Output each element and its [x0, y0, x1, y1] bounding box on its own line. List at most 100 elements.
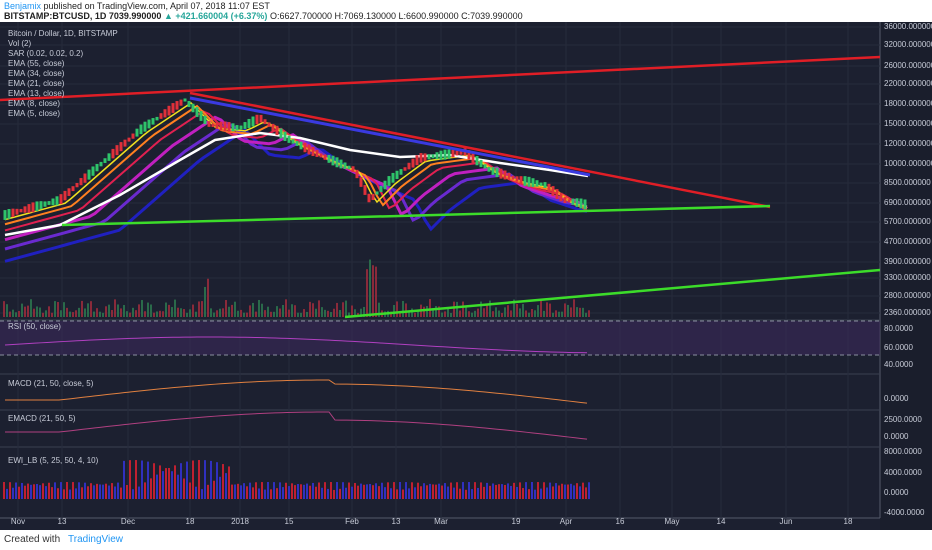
candle — [3, 210, 7, 220]
candle — [215, 122, 219, 129]
volume-bar — [3, 301, 5, 317]
candle — [555, 189, 559, 199]
volume-bar — [66, 307, 68, 317]
ewi-bar — [222, 464, 224, 499]
ewi-bar — [552, 486, 554, 499]
volume-bar — [177, 307, 179, 317]
ewi-bar — [381, 482, 383, 499]
ewi-bar — [246, 486, 248, 499]
volume-bar — [333, 308, 335, 317]
candle — [395, 170, 399, 179]
ewi-bar — [18, 486, 20, 499]
candle — [63, 190, 67, 201]
volume-bar — [114, 299, 116, 317]
candle — [475, 156, 479, 166]
volume-bar — [258, 299, 260, 317]
volume-bar — [42, 312, 44, 317]
pane-title: RSI (50, close) — [8, 322, 61, 331]
candle — [199, 111, 203, 121]
volume-bar — [99, 311, 101, 317]
volume-bar — [15, 312, 17, 317]
volume-bar — [162, 311, 164, 317]
ema-line — [4, 110, 588, 232]
ewi-bar — [6, 488, 8, 499]
ewi-bar — [543, 482, 545, 499]
ewi-bar — [99, 484, 101, 499]
ewi-bar — [231, 484, 233, 499]
volume-bar — [132, 307, 134, 317]
legend-item: Vol (2) — [8, 39, 31, 48]
ewi-bar — [417, 482, 419, 499]
volume-bar — [189, 309, 191, 317]
pane-axis-label: 60.0000 — [884, 343, 913, 352]
candle — [527, 176, 531, 187]
volume-bar — [582, 307, 584, 317]
price-label: 6900.000000 — [884, 198, 931, 207]
ewi-bar — [510, 485, 512, 499]
ewi-bar — [105, 483, 107, 499]
volume-bar — [348, 312, 350, 317]
ewi-bar — [558, 485, 560, 499]
ewi-bar — [129, 460, 131, 499]
author[interactable]: Benjamix — [4, 1, 42, 11]
price-label: 15000.000000 — [884, 119, 932, 128]
volume-bar — [108, 304, 110, 317]
volume-bar — [282, 305, 284, 317]
ewi-bar — [420, 486, 422, 499]
ewi-bar — [399, 482, 401, 499]
volume-bar — [492, 311, 494, 317]
volume-bar — [552, 312, 554, 317]
candle — [323, 154, 327, 160]
volume-bar — [417, 311, 419, 317]
ewi-bar — [240, 485, 242, 499]
volume-bar — [204, 286, 206, 317]
volume-bar — [519, 308, 521, 317]
ewi-bar — [531, 482, 533, 499]
candle — [531, 178, 535, 187]
volume-bar — [183, 309, 185, 317]
candle — [75, 182, 79, 188]
ewi-bar — [315, 486, 317, 499]
candle — [287, 135, 291, 143]
volume-bar — [255, 311, 257, 317]
candle — [391, 172, 395, 183]
candle — [119, 142, 123, 152]
ewi-bar — [411, 482, 413, 499]
ewi-bar — [126, 484, 128, 499]
ewi-bar — [555, 483, 557, 499]
ewi-bar — [333, 489, 335, 499]
price-label: 4700.000000 — [884, 237, 931, 246]
volume-bar — [537, 305, 539, 317]
volume-bar — [459, 310, 461, 317]
volume-bar — [324, 309, 326, 317]
candle — [523, 176, 527, 186]
candle — [387, 176, 391, 186]
candle — [315, 150, 319, 157]
price-label: 3900.000000 — [884, 257, 931, 266]
volume-bar — [528, 312, 530, 317]
brand[interactable]: TradingView — [68, 534, 124, 545]
volume-bar — [105, 306, 107, 317]
ewi-bar — [486, 482, 488, 499]
candle — [291, 139, 295, 144]
volume-bar — [54, 301, 56, 317]
ewi-bar — [21, 482, 23, 499]
time-label: 18 — [844, 517, 853, 526]
ewi-bar — [51, 487, 53, 499]
price-label: 36000.000000 — [884, 22, 932, 31]
volume-bar — [405, 303, 407, 317]
ewi-bar — [42, 483, 44, 499]
candle — [399, 169, 403, 175]
volume-bar — [75, 310, 77, 317]
ewi-bar — [408, 488, 410, 499]
ewi-bar — [375, 483, 377, 499]
ewi-bar — [471, 489, 473, 499]
ewi-bar — [474, 482, 476, 499]
pane-axis-label: 80.0000 — [884, 324, 913, 333]
ewi-bar — [93, 485, 95, 499]
volume-bar — [579, 307, 581, 317]
ewi-bar — [45, 486, 47, 499]
ewi-bar — [72, 482, 74, 499]
ewi-bar — [24, 485, 26, 499]
